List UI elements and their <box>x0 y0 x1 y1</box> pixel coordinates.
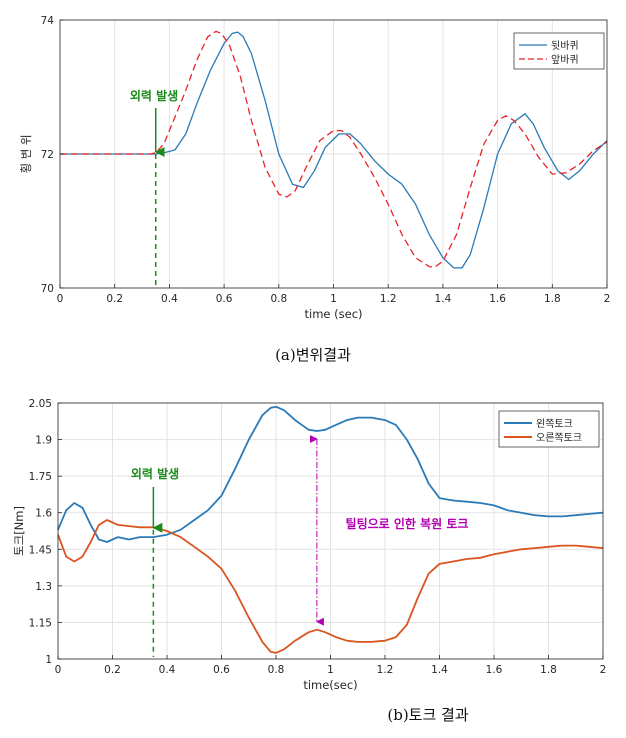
x-tick-label: 1.2 <box>377 664 394 676</box>
legend-label: 뒷바퀴 <box>551 39 579 52</box>
legend-label: 오른쪽토크 <box>536 432 582 444</box>
x-tick-label: 1.4 <box>435 293 452 305</box>
y-tick-label: 1.75 <box>29 471 52 483</box>
x-axis-label: time (sec) <box>305 307 363 321</box>
y-tick-label: 2.05 <box>29 398 52 410</box>
y-tick-label: 72 <box>41 149 54 161</box>
x-axis-label: time(sec) <box>303 678 357 692</box>
y-tick-label: 1.9 <box>35 435 52 447</box>
legend-label: 앞바퀴 <box>551 54 579 66</box>
y-tick-label: 1.15 <box>29 617 52 629</box>
x-tick-label: 0 <box>55 664 62 676</box>
x-tick-label: 0.4 <box>159 664 176 676</box>
y-axis-label: 토크[Nm] <box>12 506 26 556</box>
x-tick-label: 1.6 <box>489 293 506 305</box>
series-line-2 <box>57 519 604 654</box>
y-tick-label: 74 <box>41 15 55 27</box>
y-tick-label: 1 <box>45 654 52 666</box>
figure-caption: (a)변위결과 <box>275 346 351 364</box>
x-tick-label: 2 <box>600 664 607 676</box>
x-tick-label: 0.4 <box>161 293 178 305</box>
x-tick-label: 1 <box>327 664 334 676</box>
legend-label: 왼쪽토크 <box>536 418 573 430</box>
x-tick-label: 1.6 <box>486 664 503 676</box>
x-tick-label: 0.2 <box>104 664 121 676</box>
legend-box <box>513 32 605 70</box>
x-tick-label: 2 <box>604 293 611 305</box>
figure-caption: (b)토크 결과 <box>387 706 468 724</box>
legend-box <box>498 410 600 448</box>
series-line-1 <box>57 405 604 543</box>
x-tick-label: 1.8 <box>540 664 557 676</box>
x-tick-label: 0.6 <box>213 664 230 676</box>
chart-displacement: 0 0.2 0.4 0.6 0.8 1 1.2 1.4 1.6 1.8 2 70 72 74 time (s… <box>19 15 610 364</box>
x-tick-label: 1.2 <box>380 293 397 305</box>
y-tick-label: 1.3 <box>35 581 52 593</box>
series-line-2 <box>60 30 608 268</box>
x-tick-label: 0 <box>57 293 64 305</box>
x-tick-label: 1.4 <box>431 664 448 676</box>
chart-torque: 0 0.2 0.4 0.6 0.8 1 1.2 1.4 1.6 1.8 2 1 1.15 1.3 1.45 1… <box>12 398 606 724</box>
annotation-text: 외력 발생 <box>130 88 178 103</box>
series-line-1 <box>60 31 608 269</box>
y-tick-label: 70 <box>41 283 54 295</box>
x-tick-label: 1.8 <box>544 293 561 305</box>
annotation-text: 외력 발생 <box>131 466 179 481</box>
y-tick-label: 1.45 <box>29 544 52 556</box>
x-tick-label: 0.2 <box>106 293 123 305</box>
x-tick-label: 0.6 <box>216 293 233 305</box>
y-axis-label: 횡 변 위 <box>19 134 33 173</box>
x-tick-label: 0.8 <box>270 293 287 305</box>
x-tick-label: 1 <box>330 293 337 305</box>
x-tick-label: 0.8 <box>268 664 285 676</box>
annotation-text: 틸팅으로 인한 복원 토크 <box>346 516 469 531</box>
y-tick-label: 1.6 <box>35 508 52 520</box>
